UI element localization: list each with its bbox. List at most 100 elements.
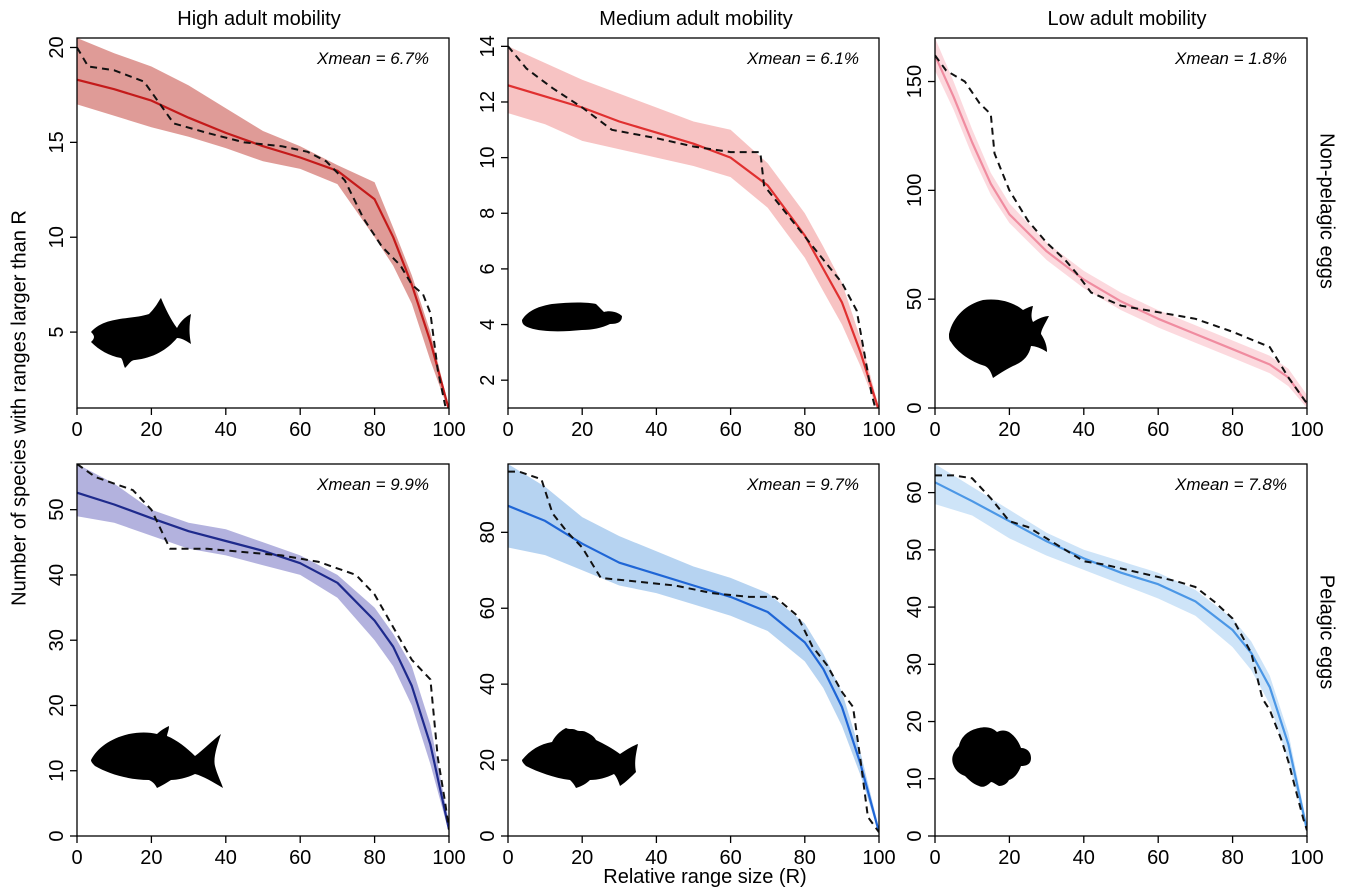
model-line: [77, 78, 449, 408]
y-tick-label: 30: [904, 653, 926, 675]
plot-frame: [934, 463, 1308, 837]
y-tick-label: 15: [46, 131, 68, 153]
panel-bottom-left: 0 20 40 60 80 100 0 10 20 30 40 50 Xmean = 9.9%: [46, 463, 466, 869]
x-tick-label: 40: [215, 419, 237, 441]
model-band: [77, 38, 449, 408]
plot-frame: [76, 37, 450, 409]
jack-silhouette-icon: [91, 726, 223, 788]
model-band: [508, 46, 879, 408]
x-tick-label: 0: [502, 847, 513, 869]
x-tick-label: 100: [1290, 419, 1323, 441]
y-tick-label: 12: [477, 91, 499, 113]
y-tick-label: 0: [904, 830, 926, 841]
observed-line: [77, 46, 447, 407]
y-tick-label: 40: [904, 596, 926, 618]
y-tick-label: 50: [46, 499, 68, 521]
x-tick-label: 80: [1221, 419, 1243, 441]
y-tick-label: 2: [477, 375, 499, 386]
x-tick-label: 40: [1073, 847, 1095, 869]
panel-bottom-middle: 0 20 40 60 80 100 0 20 40 60 80 Xmean = 9.7%: [477, 463, 896, 869]
xmean-annotation: Xmean = 1.8%: [1174, 49, 1287, 68]
x-tick-label: 20: [998, 419, 1020, 441]
y-tick-label: 0: [46, 830, 68, 841]
y-tick-label: 100: [904, 174, 926, 207]
plot-area: [508, 45, 879, 408]
x-tick-label: 60: [719, 847, 741, 869]
y-tick-label: 10: [477, 146, 499, 168]
y-tick-label: 0: [904, 402, 926, 413]
plot-frame: [934, 37, 1308, 409]
x-tick-label: 80: [363, 419, 385, 441]
panel-top-left: 0 20 40 60 80 100 5 10 15 20 Xmean = 6.7%: [46, 36, 466, 441]
y-tick-label: 10: [904, 768, 926, 790]
grouper-silhouette-icon-shape: [522, 728, 638, 788]
x-tick-label: 0: [502, 419, 513, 441]
triggerfish-silhouette-icon-shape: [91, 298, 191, 368]
plot-area: [935, 38, 1307, 408]
x-tick-label: 60: [1147, 419, 1169, 441]
y-tick-label: 60: [477, 597, 499, 619]
y-tick-label: 6: [477, 263, 499, 274]
row-title-non-pelagic: Non-pelagic eggs: [1315, 133, 1338, 289]
y-tick-label: 20: [477, 749, 499, 771]
y-tick-label: 40: [477, 673, 499, 695]
x-tick-label: 20: [140, 847, 162, 869]
frogfish-silhouette-icon: [952, 727, 1031, 787]
x-tick-label: 80: [1221, 847, 1243, 869]
x-tick-label: 100: [1290, 847, 1323, 869]
y-tick-label: 60: [904, 481, 926, 503]
x-tick-label: 0: [71, 847, 82, 869]
frogfish-silhouette-icon-shape: [952, 727, 1031, 787]
x-tick-label: 20: [571, 419, 593, 441]
model-band: [508, 464, 879, 835]
x-tick-label: 60: [1147, 847, 1169, 869]
col-title-low: Low adult mobility: [1047, 8, 1207, 30]
col-title-medium: Medium adult mobility: [599, 8, 793, 30]
x-tick-label: 80: [794, 847, 816, 869]
plot-area: [77, 464, 449, 833]
y-tick-label: 10: [46, 226, 68, 248]
x-tick-label: 100: [862, 847, 895, 869]
x-tick-label: 20: [140, 419, 162, 441]
plot-area: [935, 464, 1307, 834]
plot-frame: [507, 463, 880, 837]
y-tick-label: 20: [46, 694, 68, 716]
y-tick-label: 4: [477, 319, 499, 330]
y-tick-label: 10: [46, 760, 68, 782]
y-tick-label: 40: [46, 564, 68, 586]
xmean-annotation: Xmean = 6.1%: [746, 49, 859, 68]
observed-line: [935, 474, 1307, 831]
y-tick-label: 8: [477, 208, 499, 219]
panel-top-middle: 0 20 40 60 80 100 2 4 6 8 10 12 14 Xmean = 6.1%: [477, 35, 896, 441]
x-tick-label: 60: [289, 847, 311, 869]
model-band: [935, 38, 1307, 408]
y-tick-label: 20: [904, 710, 926, 732]
x-tick-label: 20: [571, 847, 593, 869]
row-title-pelagic: Pelagic eggs: [1315, 574, 1338, 690]
x-tick-label: 40: [645, 847, 667, 869]
y-tick-label: 50: [904, 288, 926, 310]
y-tick-label: 0: [477, 830, 499, 841]
y-tick-label: 150: [904, 65, 926, 98]
observed-line: [508, 45, 877, 408]
x-tick-label: 40: [215, 847, 237, 869]
y-tick-label: 30: [46, 629, 68, 651]
xmean-annotation: Xmean = 9.9%: [316, 475, 429, 494]
plot-frame: [76, 463, 450, 837]
x-tick-label: 20: [998, 847, 1020, 869]
model-line: [77, 491, 449, 830]
observed-line: [508, 470, 879, 833]
xmean-annotation: Xmean = 9.7%: [746, 475, 859, 494]
model-line: [508, 504, 879, 833]
y-tick-label: 5: [46, 327, 68, 338]
model-band: [77, 464, 449, 833]
x-tick-label: 100: [432, 847, 465, 869]
panel-top-right: 0 20 40 60 80 100 0 50 100 150 Xmean = 1.8%: [904, 37, 1324, 441]
x-tick-label: 40: [645, 419, 667, 441]
wrasse-silhouette-icon: [522, 302, 622, 332]
observed-line: [77, 464, 449, 830]
x-tick-label: 0: [929, 419, 940, 441]
x-tick-label: 80: [363, 847, 385, 869]
